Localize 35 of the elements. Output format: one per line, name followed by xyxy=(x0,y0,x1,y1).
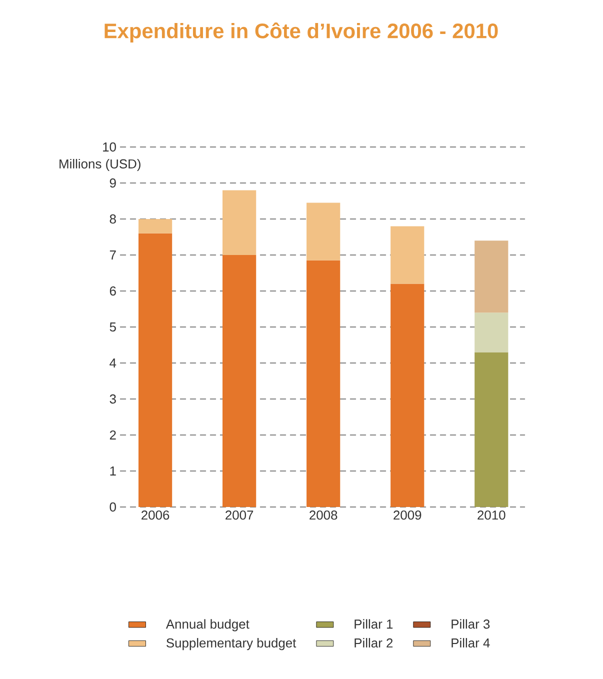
y-tick-label: 8 xyxy=(110,214,116,224)
bar xyxy=(138,218,172,234)
bar xyxy=(474,312,508,352)
legend-label: Pillar 3 xyxy=(452,619,490,629)
bar xyxy=(138,233,172,507)
y-tick-label: 7 xyxy=(110,250,116,260)
legend-label: Annual budget xyxy=(166,619,250,632)
bar xyxy=(390,226,424,284)
x-tick-label: 2006 xyxy=(142,510,170,520)
x-tick-label: 2009 xyxy=(394,510,422,520)
y-tick-label: 4 xyxy=(110,358,116,368)
y-tick-label: 6 xyxy=(110,286,116,296)
y-tick-label: 5 xyxy=(110,322,116,332)
x-tick-label: 2008 xyxy=(310,510,338,520)
y-tick-label: 3 xyxy=(110,394,116,404)
bar xyxy=(222,190,256,255)
bar xyxy=(222,254,256,507)
y-tick-label: 9 xyxy=(110,178,116,188)
y-tick-label: 2 xyxy=(110,430,116,440)
legend-label: Pillar 4 xyxy=(452,638,490,648)
x-tick-label: 2007 xyxy=(226,510,254,520)
bar xyxy=(390,284,424,507)
bar xyxy=(306,260,340,507)
bar xyxy=(474,352,508,507)
y-axis-title: Millions (USD) xyxy=(60,158,140,172)
legend-label: Pillar 1 xyxy=(354,619,393,629)
legend-label: Supplementary budget xyxy=(166,638,296,650)
y-tick-label: 10 xyxy=(103,142,116,152)
legend-label: Pillar 2 xyxy=(354,638,393,648)
chart-title: Expenditure in Côte d’Ivoire 2006 - 2010 xyxy=(104,22,498,42)
bar xyxy=(306,202,340,260)
y-tick-label: 1 xyxy=(110,466,116,476)
x-tick-label: 2010 xyxy=(478,510,506,520)
bar xyxy=(474,240,508,313)
y-tick-label: 0 xyxy=(110,502,116,512)
